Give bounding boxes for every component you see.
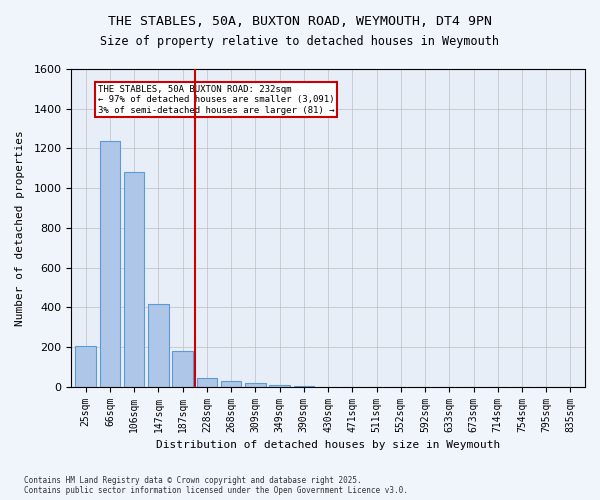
Y-axis label: Number of detached properties: Number of detached properties <box>15 130 25 326</box>
Bar <box>197 378 217 386</box>
Bar <box>76 346 96 387</box>
Bar <box>269 384 290 386</box>
X-axis label: Distribution of detached houses by size in Weymouth: Distribution of detached houses by size … <box>156 440 500 450</box>
Bar <box>100 142 120 386</box>
Text: Contains HM Land Registry data © Crown copyright and database right 2025.
Contai: Contains HM Land Registry data © Crown c… <box>24 476 408 495</box>
Bar <box>148 304 169 386</box>
Bar <box>124 172 145 386</box>
Text: THE STABLES, 50A, BUXTON ROAD, WEYMOUTH, DT4 9PN: THE STABLES, 50A, BUXTON ROAD, WEYMOUTH,… <box>108 15 492 28</box>
Bar <box>221 382 241 386</box>
Bar <box>245 383 266 386</box>
Text: THE STABLES, 50A BUXTON ROAD: 232sqm
← 97% of detached houses are smaller (3,091: THE STABLES, 50A BUXTON ROAD: 232sqm ← 9… <box>98 85 334 114</box>
Text: Size of property relative to detached houses in Weymouth: Size of property relative to detached ho… <box>101 35 499 48</box>
Bar <box>172 352 193 386</box>
